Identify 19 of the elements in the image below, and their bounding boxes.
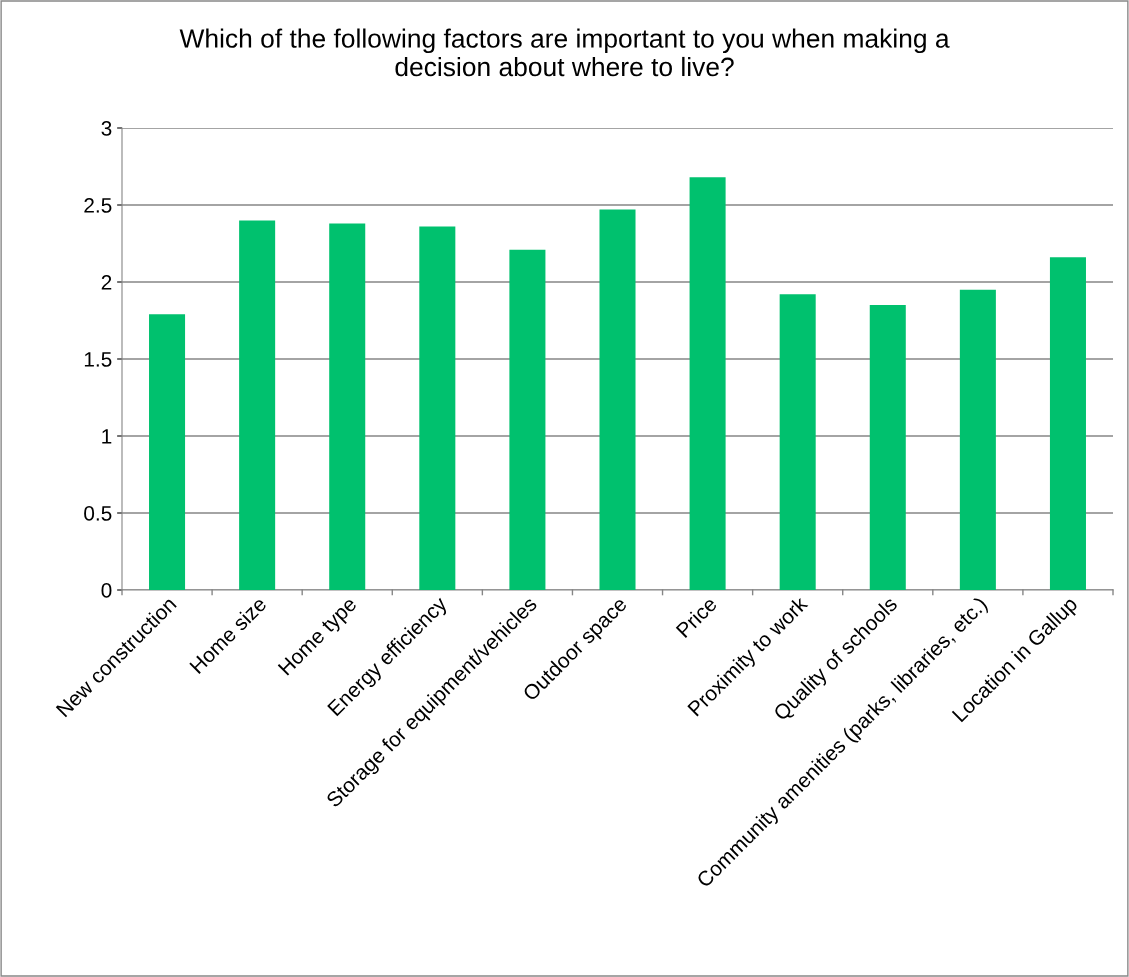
bar [779,294,816,590]
bar [329,223,366,590]
y-tick-label: 2.5 [84,198,112,213]
y-tick-label: 2 [101,275,112,290]
chart-title: Which of the following factors are important to you when making a decision about where to live? [179,28,950,77]
y-tick-label: 0.5 [84,506,112,521]
bar [689,177,726,590]
bar [509,249,546,590]
bar [419,226,456,590]
bar [149,314,186,590]
bar [1049,257,1086,590]
y-tick-label: 1 [102,429,112,444]
y-tick-label: 1.5 [84,352,112,367]
bar [599,209,636,590]
bar [869,305,906,590]
bar [959,289,996,590]
y-tick-label: 3 [101,121,112,136]
y-tick-label: 0 [101,583,112,598]
bar [239,220,276,590]
